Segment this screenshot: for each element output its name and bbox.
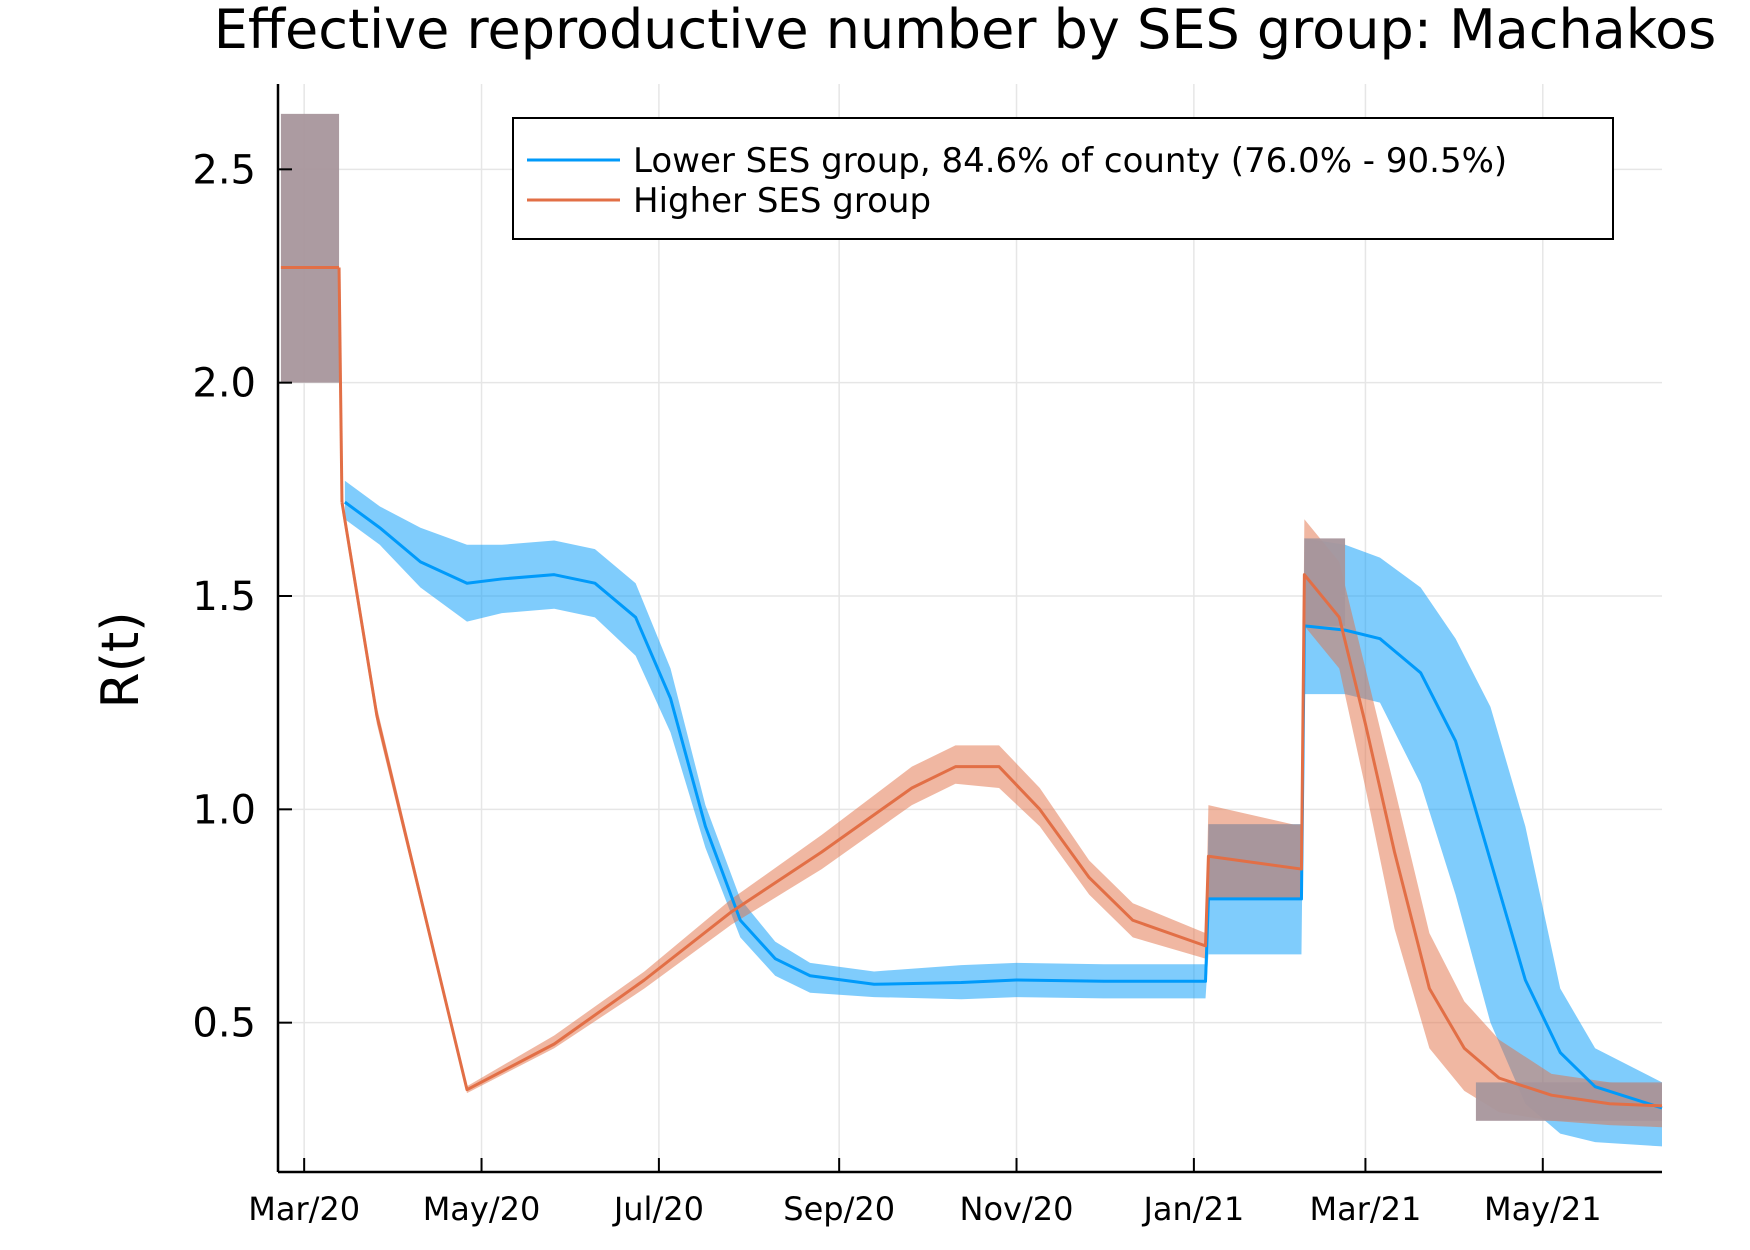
x-tick-label: May/20 [423, 1190, 541, 1228]
legend-label-higher-ses: Higher SES group [633, 181, 931, 221]
tick-labels: 0.5 1.0 1.5 2.0 2.5 Mar/20 May/20 Jul/20 Sep/20 N… [192, 147, 1601, 1228]
y-axis-label: R(t) [91, 611, 151, 708]
x-tick-label: Nov/20 [960, 1190, 1074, 1228]
y-tick-label: 2.5 [192, 147, 256, 193]
shared-band [280, 113, 340, 383]
legend-label-lower-ses: Lower SES group, 84.6% of county (76.0% … [633, 141, 1507, 181]
y-tick-label: 1.0 [192, 787, 256, 833]
x-tick-label: Jul/20 [612, 1190, 704, 1228]
legend-box [512, 117, 1614, 240]
x-tick-label: Sep/20 [783, 1190, 895, 1228]
axes [276, 84, 1662, 1174]
x-tick-label: Mar/21 [1309, 1190, 1421, 1228]
y-tick-label: 0.5 [192, 1001, 256, 1047]
chart-title: Effective reproductive number by SES gro… [214, 0, 1717, 61]
shared-band [1475, 1082, 1662, 1121]
series-line-1 [340, 501, 1663, 1108]
legend: Lower SES group, 84.6% of county (76.0% … [512, 117, 1614, 240]
x-tick-label: Mar/20 [248, 1190, 360, 1228]
y-tick-label: 2.0 [192, 361, 256, 407]
initial-drop-line [337, 267, 344, 503]
series-line-0 [343, 500, 1663, 1110]
x-tick-label: Jan/21 [1141, 1190, 1244, 1228]
confidence-band-series-1 [341, 493, 1662, 1128]
confidence-bands [280, 113, 1662, 1147]
series-lines [280, 265, 1663, 1110]
x-tick-label: May/21 [1484, 1190, 1602, 1228]
y-tick-label: 1.5 [192, 574, 256, 620]
